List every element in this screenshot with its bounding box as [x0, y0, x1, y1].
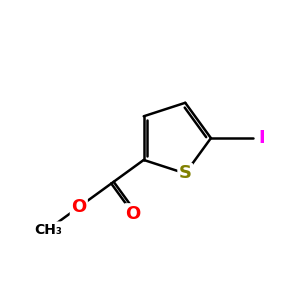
Text: S: S — [179, 164, 192, 182]
Text: I: I — [258, 129, 265, 147]
Text: CH₃: CH₃ — [34, 223, 62, 236]
Text: O: O — [125, 205, 141, 223]
Text: O: O — [71, 198, 86, 216]
